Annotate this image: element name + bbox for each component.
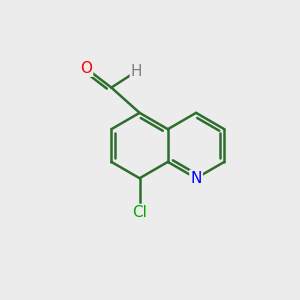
Text: H: H <box>131 64 142 79</box>
Text: O: O <box>80 61 92 76</box>
Text: N: N <box>190 171 202 186</box>
Text: Cl: Cl <box>132 205 147 220</box>
